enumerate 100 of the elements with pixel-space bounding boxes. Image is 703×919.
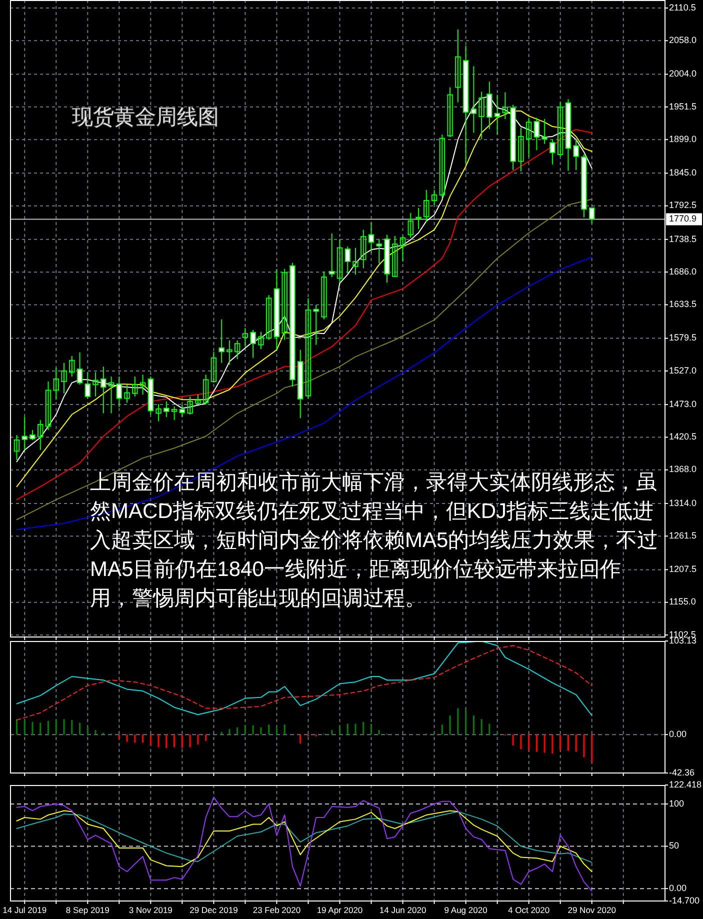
y-tick-label: 0.00: [669, 882, 687, 893]
candlestick: [156, 403, 162, 422]
y-tick-label: 2004.0: [669, 68, 697, 79]
y-tick-label: 1579.5: [669, 332, 697, 343]
candlestick: [171, 406, 178, 421]
ref-line-label: 1770.9: [669, 214, 697, 224]
candlestick: [416, 208, 422, 230]
y-tick-label: 1951.5: [669, 101, 697, 112]
y-tick-label: 1686.0: [669, 266, 697, 276]
candlestick: [321, 270, 327, 320]
candlestick: [588, 208, 595, 224]
candlestick: [360, 229, 366, 269]
candlestick: [116, 376, 122, 408]
x-tick-label: 8 Sep 2019: [66, 905, 110, 915]
candlestick: [368, 222, 374, 254]
candlestick: [22, 416, 28, 450]
candlestick: [305, 298, 312, 399]
candlestick: [534, 117, 540, 151]
y-tick-label: -42.36: [669, 767, 695, 778]
candlestick: [266, 294, 272, 340]
y-tick-label: 50: [669, 840, 680, 851]
y-tick-label: 100: [669, 798, 684, 808]
candlestick: [400, 235, 406, 262]
y-tick-label: 1633.5: [669, 299, 697, 310]
candlestick: [61, 362, 67, 394]
candlestick: [550, 139, 556, 165]
y-tick-label: 1899.0: [669, 134, 697, 144]
candlestick: [518, 127, 524, 172]
candlestick: [187, 396, 193, 416]
y-tick-label: 0.00: [669, 728, 687, 739]
candlestick: [431, 189, 438, 206]
y-tick-label: 1368.0: [669, 464, 697, 474]
candlestick: [53, 367, 60, 400]
candlestick: [376, 238, 382, 264]
candlestick: [92, 372, 98, 397]
candlestick: [313, 304, 319, 346]
y-tick-label: 2058.0: [669, 35, 697, 46]
candlestick: [108, 376, 114, 414]
candlestick: [258, 331, 264, 350]
y-tick-label: 1207.5: [669, 564, 697, 574]
candlestick: [242, 328, 248, 348]
y-tick-label: -14.700: [669, 895, 700, 906]
x-tick-label: 9 Aug 2020: [444, 905, 488, 915]
y-tick-label: 1527.0: [669, 365, 697, 376]
x-tick-label: 3 Nov 2019: [128, 905, 173, 915]
y-tick-label: 1261.5: [669, 530, 697, 540]
candlestick: [76, 352, 83, 386]
line-series: [16, 796, 592, 892]
candlestick: [84, 372, 91, 399]
x-tick-label: 23 Feb 2020: [252, 905, 301, 915]
candlestick: [557, 101, 564, 157]
candlestick: [573, 138, 579, 171]
x-tick-label: 4 Oct 2020: [508, 905, 550, 915]
candlestick: [526, 117, 532, 158]
y-tick-label: 1738.5: [669, 234, 697, 244]
candlestick: [195, 394, 201, 406]
candlestick: [408, 212, 414, 238]
candlestick: [164, 400, 170, 418]
x-tick-label: 19 Apr 2020: [316, 905, 363, 915]
y-tick-label: 1473.0: [669, 398, 697, 409]
candlestick: [329, 233, 335, 278]
y-tick-label: 122.418: [669, 779, 702, 790]
text: 现货黄金周线图: [72, 106, 219, 129]
y-tick-label: 1155.0: [669, 596, 696, 607]
candlestick: [124, 384, 130, 404]
y-tick-label: 1792.5: [669, 200, 697, 210]
candlestick: [455, 28, 461, 103]
candlestick: [140, 374, 146, 396]
line-series: [16, 198, 592, 520]
y-tick-label: 2110.5: [669, 2, 696, 12]
x-tick-label: 14 Jun 2020: [379, 905, 426, 915]
line-series: [16, 810, 592, 872]
candlestick: [69, 356, 75, 378]
candlestick: [202, 374, 209, 406]
candlestick: [336, 238, 343, 284]
y-tick-label: 1314.0: [669, 498, 697, 508]
candlestick: [30, 430, 36, 441]
candlestick: [542, 118, 548, 144]
y-tick-label: 1845.0: [669, 168, 697, 178]
x-tick-label: 29 Nov 2020: [568, 905, 616, 915]
candlestick: [447, 86, 453, 138]
candlestick: [38, 420, 44, 450]
candlestick: [226, 340, 232, 366]
candlestick: [179, 404, 186, 418]
candlestick: [210, 351, 217, 384]
x-tick-label: 29 Dec 2019: [190, 905, 238, 915]
candlestick: [45, 381, 52, 431]
candlestick: [344, 246, 350, 274]
x-tick-label: 14 Jul 2019: [2, 905, 47, 915]
candlestick: [282, 268, 288, 340]
candlestick: [14, 434, 20, 460]
line-series: [16, 811, 592, 863]
candlestick: [439, 134, 446, 199]
candlestick: [250, 329, 256, 358]
candlestick: [218, 318, 224, 364]
y-tick-label: 1420.5: [669, 432, 697, 442]
candlestick: [478, 91, 484, 140]
candlestick: [132, 376, 138, 397]
candlestick: [234, 340, 240, 360]
candlestick: [502, 92, 508, 120]
